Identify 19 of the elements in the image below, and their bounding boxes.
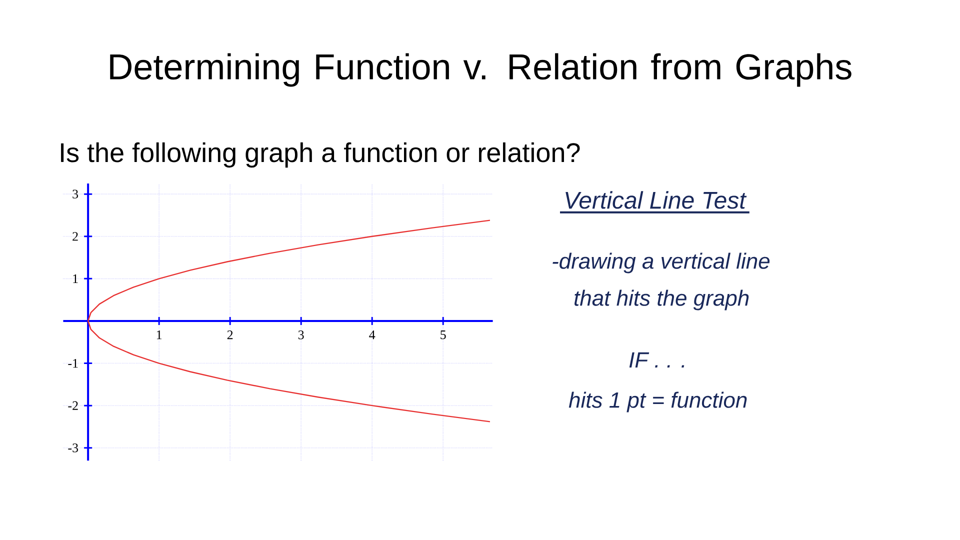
y-tick-label: -3 (68, 444, 78, 452)
line-series (87, 220, 491, 422)
x-tick-label: 3 (298, 330, 304, 340)
x-tick-label: 5 (440, 330, 446, 340)
x-tick-label: 4 (369, 330, 376, 340)
x-tick-label: 1 (156, 330, 162, 340)
y-tick-label: 2 (72, 232, 78, 241)
chart-subtitle: Is the following graph a function or relation? (61, 142, 580, 168)
y-tick-label: 1 (73, 274, 78, 283)
chart-title: Determining Function v. Relation from Graphs (110, 53, 852, 87)
text: Vertical Line Test (566, 191, 747, 209)
y-tick-label: -2 (68, 401, 78, 410)
text: that hits the graph (574, 290, 749, 310)
text: IF . . . (629, 352, 684, 368)
text: -drawing a vertical line (552, 252, 770, 274)
text: hits 1 pt = function (568, 392, 747, 412)
y-tick-label: 3 (72, 190, 78, 198)
y-tick-label: -1 (68, 358, 78, 368)
x-tick-label: 2 (227, 330, 233, 340)
